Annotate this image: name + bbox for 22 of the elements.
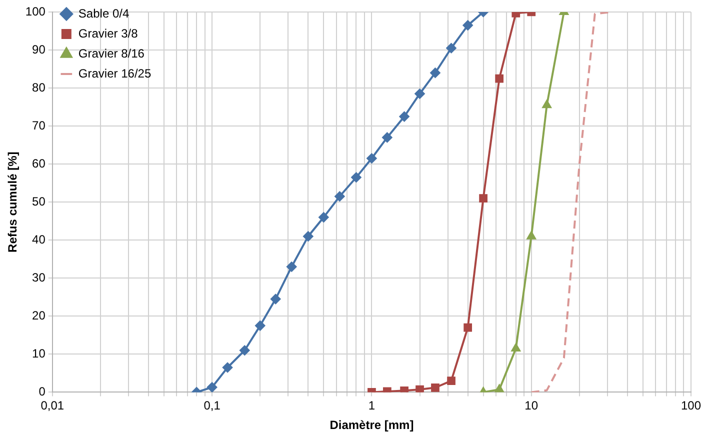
- x-tick-label: 100: [680, 398, 702, 413]
- y-tick-label: 30: [32, 270, 46, 284]
- y-tick-label: 20: [32, 308, 46, 322]
- x-tick-label: 1: [368, 398, 376, 413]
- legend-label: Gravier 8/16: [78, 46, 145, 60]
- x-tick-label: 0,1: [204, 398, 221, 413]
- legend-label: Gravier 3/8: [78, 26, 138, 40]
- y-tick-label: 60: [32, 156, 46, 170]
- x-axis-title: Diamètre [mm]: [330, 418, 414, 432]
- x-tick-label: 0,01: [40, 398, 64, 413]
- x-tick-label: 10: [524, 398, 538, 413]
- y-axis-title: Refus cumulé [%]: [6, 152, 20, 252]
- y-tick-label: 40: [32, 232, 46, 246]
- y-tick-label: 90: [32, 42, 46, 56]
- y-tick-label: 10: [32, 346, 46, 360]
- legend-label: Gravier 16/25: [78, 66, 152, 80]
- y-tick-label: 70: [32, 118, 46, 132]
- y-tick-label: 50: [32, 194, 46, 208]
- y-tick-label: 100: [25, 4, 46, 18]
- legend-label: Sable 0/4: [78, 6, 130, 20]
- y-tick-label: 80: [32, 80, 46, 94]
- y-tick-label: 0: [38, 384, 46, 399]
